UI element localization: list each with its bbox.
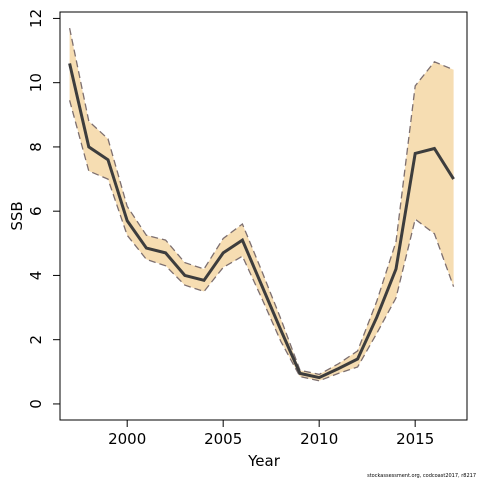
x-tick-label: 2010 [300,430,338,448]
y-tick-label: 6 [27,206,45,216]
x-axis-title: Year [247,452,281,470]
y-tick-label: 10 [27,73,45,92]
ssb-series-line [68,63,455,380]
y-axis: 0 2 4 6 8 10 12 [27,9,61,409]
x-tick-label: 2015 [396,430,434,448]
y-tick-label: 0 [27,399,45,409]
y-tick-label: 12 [27,9,45,28]
x-axis: 2000 2005 2010 2015 [108,419,434,448]
y-tick-label: 2 [27,335,45,345]
band-upper-bound-line [68,27,454,376]
x-tick-label: 2005 [204,430,242,448]
y-axis-title: SSB [8,201,26,230]
y-tick-label: 4 [27,271,45,281]
band-lower-bound-line [68,100,455,382]
y-tick-label: 8 [27,142,45,152]
footnote: stockassessment.org, codcoast2017, r8217 [367,473,476,479]
x-tick-label: 2000 [108,430,146,448]
